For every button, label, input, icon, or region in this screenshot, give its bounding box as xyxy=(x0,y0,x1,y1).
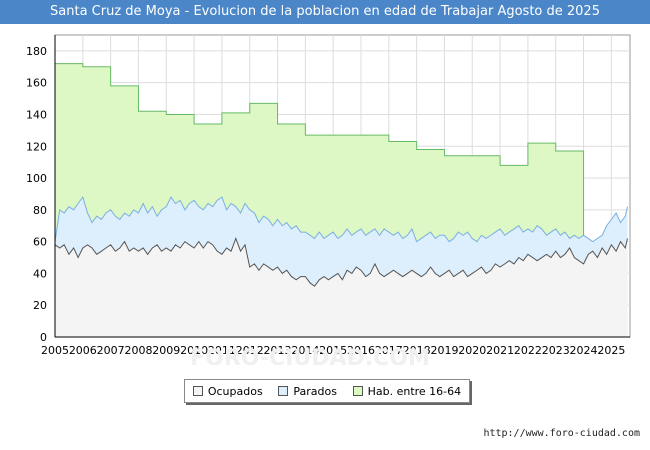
x-tick-label: 2006 xyxy=(69,344,97,357)
series-ocupados-line xyxy=(54,237,628,287)
x-tick-label: 2018 xyxy=(403,344,431,357)
x-tick-label: 2022 xyxy=(514,344,542,357)
x-tick-label: 2012 xyxy=(236,344,264,357)
x-tick-label: 2015 xyxy=(319,344,347,357)
y-tick-label: 0 xyxy=(40,331,47,344)
series-parados-line xyxy=(54,196,628,243)
y-tick-label: 40 xyxy=(33,267,47,280)
y-tick-label: 120 xyxy=(26,140,47,153)
y-tick-label: 140 xyxy=(26,108,47,121)
x-tick-label: 2007 xyxy=(97,344,125,357)
legend-item-parados: Parados xyxy=(278,385,337,398)
legend-swatch-hab xyxy=(352,386,363,396)
legend-item-ocupados: Ocupados xyxy=(192,384,263,398)
legend-label-parados: Parados xyxy=(293,384,337,398)
x-tick-label: 2011 xyxy=(208,344,236,357)
legend-label-hab: Hab. entre 16-64 xyxy=(367,384,462,398)
x-tick-label: 2020 xyxy=(458,344,486,357)
legend-item-hab: Hab. entre 16-64 xyxy=(352,384,462,398)
legend: Ocupados Parados Hab. entre 16-64 xyxy=(184,379,470,403)
legend-swatch-parados xyxy=(278,386,289,396)
legend-label-ocupados: Ocupados xyxy=(207,384,263,398)
x-tick-label: 2009 xyxy=(152,344,180,357)
legend-swatch-ocupados xyxy=(192,386,203,396)
y-tick-label: 20 xyxy=(33,299,47,312)
y-tick-label: 100 xyxy=(26,172,47,185)
series-ocupados-area xyxy=(55,238,628,337)
x-tick-label: 2025 xyxy=(597,344,625,357)
x-tick-label: 2010 xyxy=(180,344,208,357)
chart-title: Santa Cruz de Moya - Evolucion de la pob… xyxy=(0,0,650,24)
x-tick-label: 2005 xyxy=(41,344,69,357)
x-tick-label: 2019 xyxy=(430,344,458,357)
x-tick-label: 2014 xyxy=(291,344,319,357)
y-tick-label: 160 xyxy=(26,77,47,90)
x-tick-label: 2016 xyxy=(347,344,375,357)
source-url: http://www.foro-ciudad.com xyxy=(483,428,640,439)
x-tick-label: 2013 xyxy=(264,344,292,357)
y-tick-label: 80 xyxy=(33,204,47,217)
x-tick-label: 2008 xyxy=(124,344,152,357)
x-tick-label: 2023 xyxy=(542,344,570,357)
y-tick-label: 180 xyxy=(26,45,47,58)
watermark: FORO-CIUDAD.COM xyxy=(190,346,430,371)
y-tick-label: 60 xyxy=(33,236,47,249)
x-tick-label: 2024 xyxy=(570,344,598,357)
x-tick-label: 2017 xyxy=(375,344,403,357)
x-tick-label: 2021 xyxy=(486,344,514,357)
